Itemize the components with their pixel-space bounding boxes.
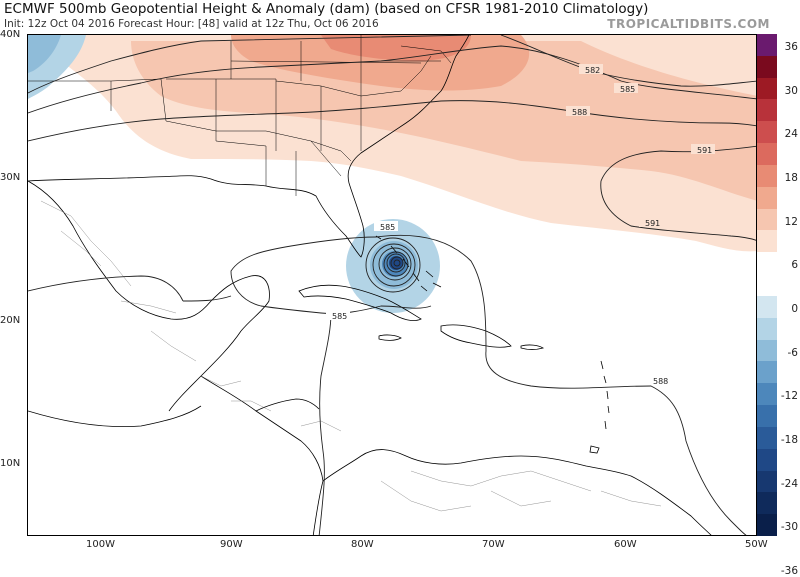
colorbar-tick-label: 30	[784, 84, 798, 97]
colorbar-tick-label: 24	[784, 128, 798, 141]
height-contours	[28, 35, 756, 535]
lon-label-90w: 90W	[220, 539, 243, 550]
colorbar-tick-label: 6	[791, 259, 798, 272]
colorbar-tick-label: -24	[780, 477, 798, 490]
colorbar-tick-label: -6	[787, 346, 798, 359]
colorbar-segment	[757, 77, 777, 100]
map-panel: 582 585 588 591 591 585 585 588	[27, 34, 757, 536]
lat-label-20n: 20N	[0, 315, 21, 326]
lon-label-100w: 100W	[86, 539, 115, 550]
colorbar-segment	[757, 405, 777, 428]
colorbar-segment	[757, 230, 777, 253]
colorbar-tick-label: 0	[791, 302, 798, 315]
colorbar-tick-label: 36	[784, 41, 798, 53]
colorbar-segment	[757, 317, 777, 341]
colorbar-tick-label: -36	[780, 564, 798, 577]
colorbar-segment	[757, 186, 777, 210]
colorbar-segment	[757, 208, 777, 231]
map-svg: 582 585 588 591 591 585 585 588	[28, 35, 756, 535]
contour-label-588: 588	[653, 377, 668, 386]
colorbar-segment	[757, 99, 777, 122]
colorbar-segment	[757, 143, 777, 166]
contour-label-585: 585	[332, 312, 347, 321]
colorbar-segment	[757, 470, 777, 493]
lon-label-60w: 60W	[614, 539, 637, 550]
contour-labels: 582 585 588 591 591 585 585 588	[326, 64, 715, 386]
state-borders	[28, 35, 452, 196]
brand-logo[interactable]: TROPICALTIDBITS.COM	[607, 17, 770, 31]
colorbar-segment	[757, 492, 777, 515]
colorbar-segment	[757, 55, 777, 79]
warm-anomaly-mid	[131, 41, 756, 201]
colorbar-segment	[757, 383, 777, 406]
colorbar-tick-label: 18	[784, 171, 798, 184]
colorbar-segment	[757, 164, 777, 188]
lat-label-10n: 10N	[0, 458, 21, 469]
colorbar-tick-label: 12	[784, 215, 798, 228]
colorbar-segment	[757, 426, 777, 450]
colorbar-segment	[757, 121, 777, 144]
contour-label-591: 591	[645, 219, 660, 228]
lon-label-50w: 50W	[745, 539, 768, 550]
lon-label-70w: 70W	[482, 539, 505, 550]
contour-label-588: 588	[572, 108, 587, 117]
colorbar-tick-label: -12	[780, 390, 798, 403]
contour-label-591: 591	[697, 146, 712, 155]
colorbar-segment	[757, 448, 777, 471]
cool-anomaly-nw-inner	[28, 35, 61, 73]
colorbar-segment	[757, 252, 777, 275]
chart-title: ECMWF 500mb Geopotential Height & Anomal…	[4, 1, 649, 17]
colorbar-tick-label: -30	[780, 521, 798, 534]
colorbar-segment	[757, 295, 777, 319]
colorbar-segment	[757, 34, 777, 57]
contour-label-585: 585	[620, 85, 635, 94]
colorbar	[757, 34, 777, 537]
colorbar-segment	[757, 274, 777, 297]
contour-label-582: 582	[585, 66, 600, 75]
colorbar-segment	[757, 361, 777, 384]
lat-label-30n: 30N	[0, 172, 21, 183]
admin-borders	[40, 200, 662, 512]
contour-label-585: 585	[380, 223, 395, 232]
lon-label-80w: 80W	[351, 539, 374, 550]
colorbar-segment	[757, 339, 777, 362]
colorbar-tick-label: -18	[780, 433, 798, 446]
lat-label-40n: 40N	[0, 29, 21, 40]
init-subtitle: Init: 12z Oct 04 2016 Forecast Hour: [48…	[4, 18, 379, 30]
colorbar-segment	[757, 514, 777, 537]
